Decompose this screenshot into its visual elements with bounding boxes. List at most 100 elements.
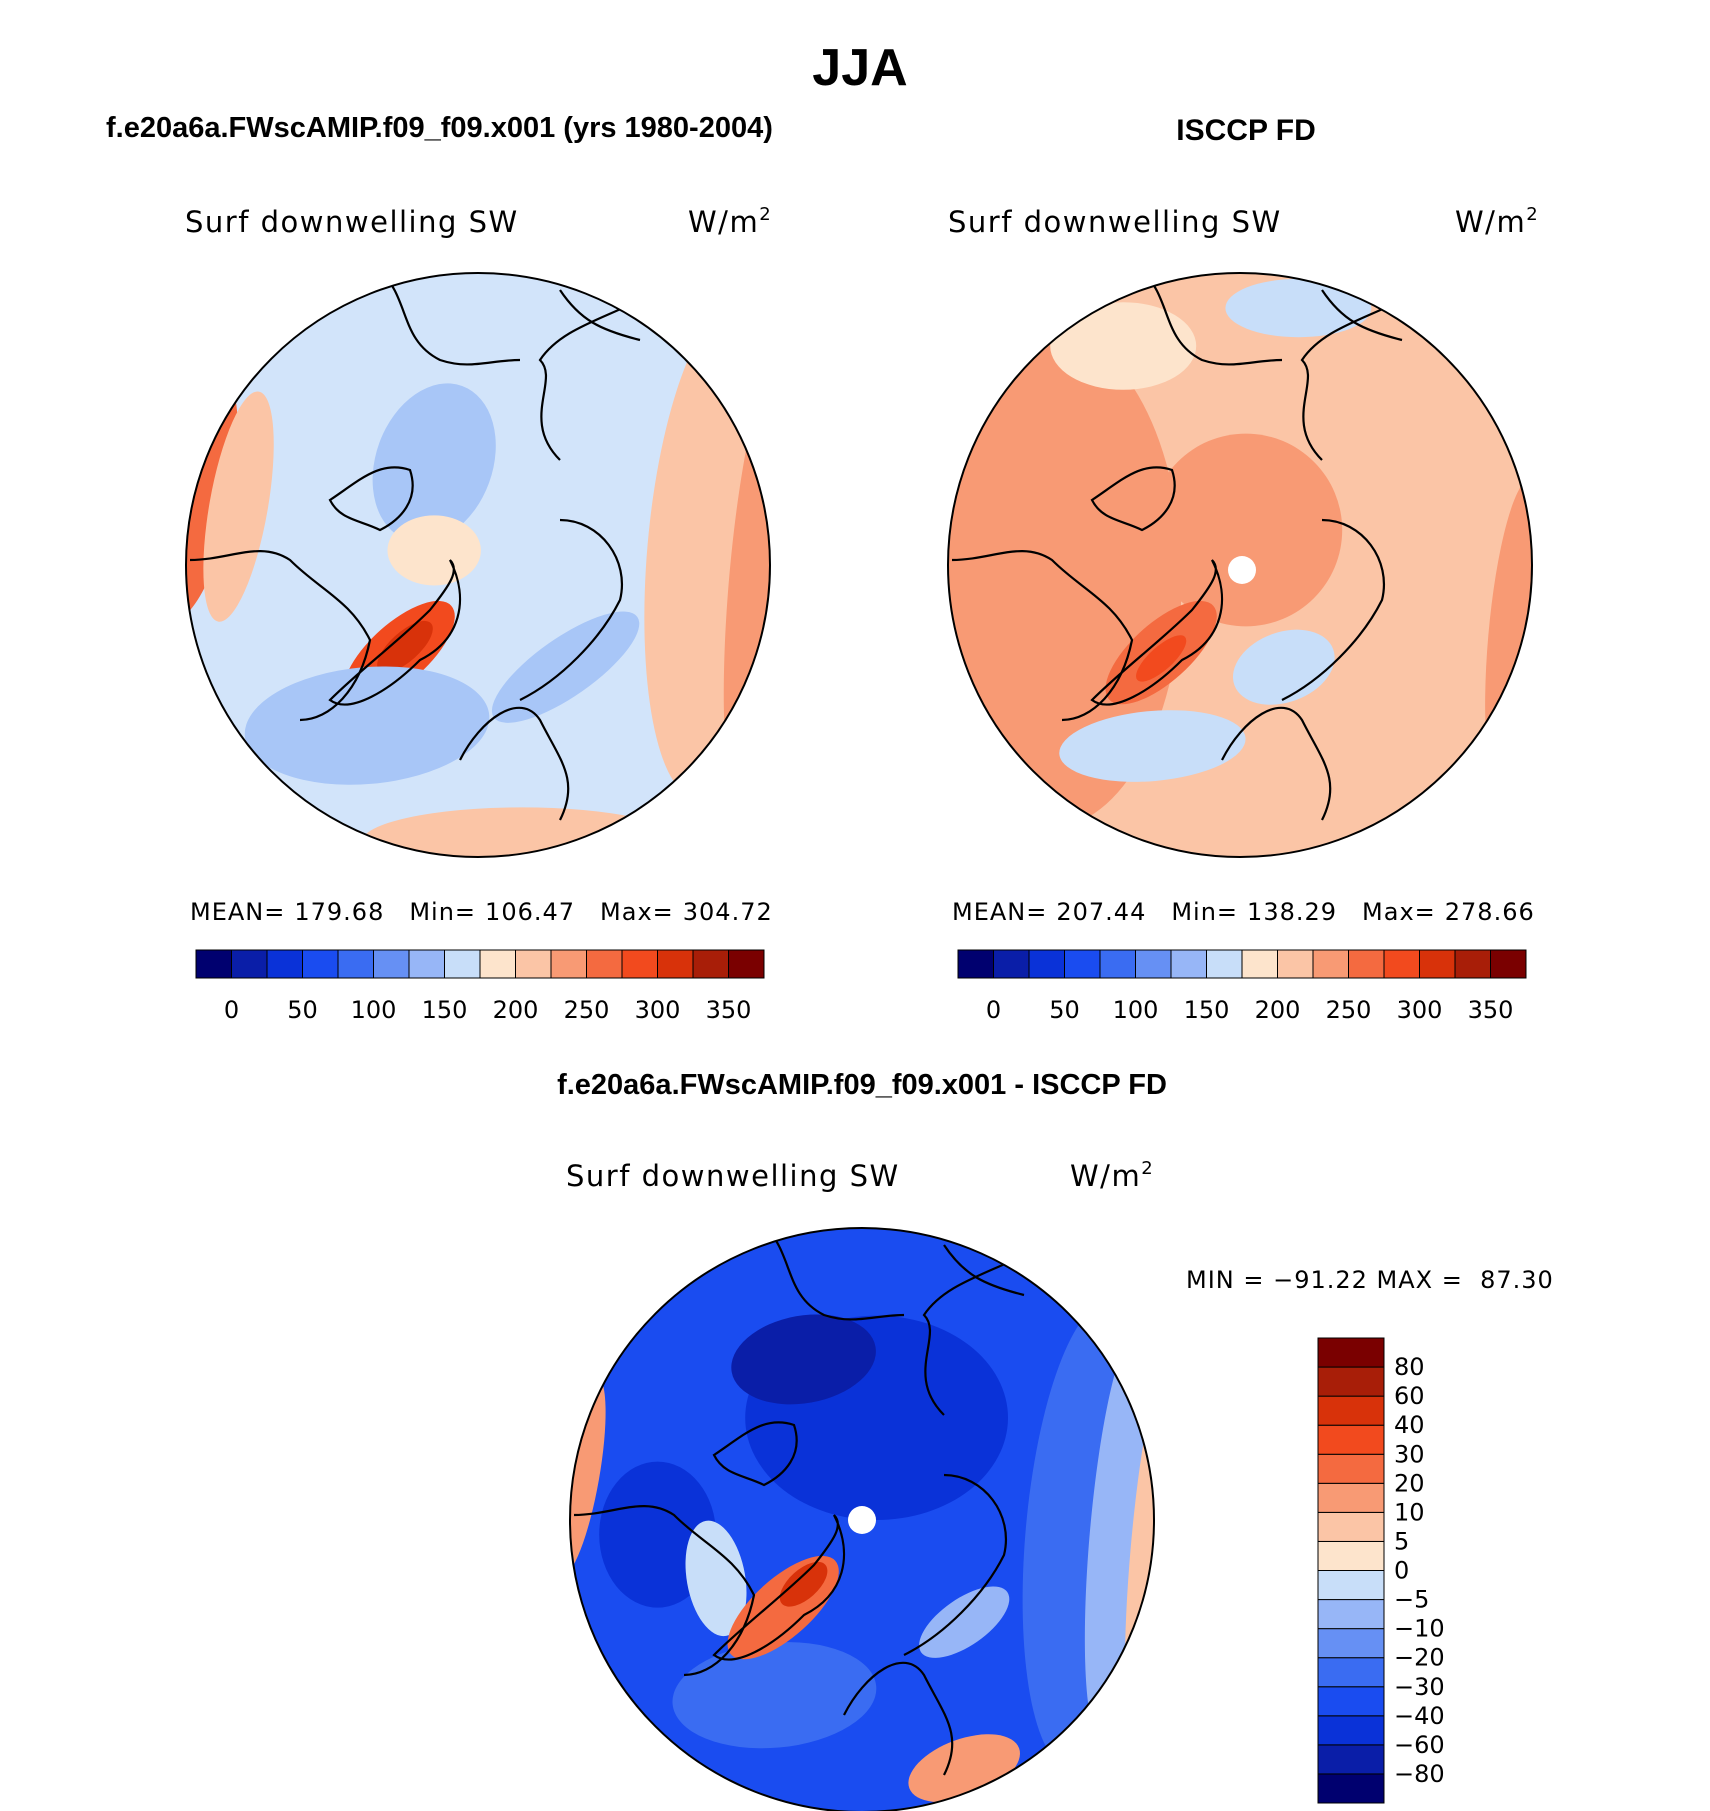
colorbar-swatch [266, 949, 303, 979]
colorbar-level-label: −40 [1394, 1702, 1445, 1730]
colorbar-swatch [1348, 949, 1385, 979]
stat-mean-value: 179.68 [294, 898, 384, 926]
coastlines [951, 273, 1403, 821]
colorbar-swatch [302, 949, 339, 979]
colorbar-swatch [1170, 949, 1207, 979]
colorbar-level-label: 60 [1394, 1382, 1425, 1410]
colorbar-level-label: 0 [1394, 1557, 1409, 1585]
units-exponent: 2 [759, 204, 772, 225]
contour-region-greenland-core [779, 1561, 828, 1607]
stat-max-label: Max= [600, 898, 674, 926]
coastline-greenland [1090, 559, 1224, 706]
polar-map-model [186, 273, 770, 857]
units-exponent: 2 [1141, 1158, 1154, 1179]
coastlines [573, 1228, 1025, 1776]
stat-max-value: 278.66 [1445, 898, 1535, 926]
contour-region-europe-south [361, 807, 683, 857]
colorbar-swatch [550, 949, 587, 979]
colorbar-swatch [1317, 1657, 1385, 1688]
contour-region-siberia-deep [731, 1314, 876, 1405]
colorbar-swatch [586, 949, 623, 979]
coastline-alaska [379, 273, 521, 366]
colorbar-tick-label: 300 [1397, 996, 1443, 1024]
colorbar-swatch [621, 949, 658, 979]
contour-region-alaska [1050, 302, 1197, 390]
panel-diff: f.e20a6a.FWscAMIP.f09_f09.x001 - ISCCP F… [557, 1069, 1553, 1811]
coastline-alaska [1141, 273, 1283, 366]
coastline-chukotka [943, 1244, 1025, 1297]
panel-model: f.e20a6a.FWscAMIP.f09_f09.x001 (yrs 1980… [106, 112, 773, 1024]
colorbar-level-label: −30 [1394, 1673, 1445, 1701]
contour-region-barents [919, 1586, 1010, 1658]
colorbar-swatch [1241, 949, 1278, 979]
contour-region-norwegian [1232, 629, 1335, 705]
map-border [947, 272, 1533, 858]
stat-min-label: Min= [409, 898, 476, 926]
colorbar-tick-label: 100 [1113, 996, 1159, 1024]
stat-mean-label: MEAN= [952, 898, 1047, 926]
contour-region-labrador [685, 1520, 747, 1637]
stat-min-value: 138.29 [1247, 898, 1337, 926]
colorbar-tick-label: 150 [1184, 996, 1230, 1024]
colorbar-swatch [1099, 949, 1136, 979]
colorbar-swatch [231, 949, 268, 979]
colorbar-tick-label: 150 [422, 996, 468, 1024]
colorbar-tick-label: 0 [986, 996, 1001, 1024]
colorbar-level-label: −10 [1394, 1615, 1445, 1643]
panel-obs-variable: Surf downwelling SW [948, 205, 1282, 239]
colorbar-swatch [337, 949, 374, 979]
colorbar-swatch [1028, 949, 1065, 979]
coastline-greenland [328, 559, 462, 706]
panel-obs: ISCCP FD Surf downwelling SW W/m2 MEAN= 2… [947, 114, 1538, 1024]
colorbar-swatch [1317, 1599, 1385, 1630]
colorbar-swatch [692, 949, 729, 979]
colorbar-swatch [1317, 1570, 1385, 1601]
pole-hole [848, 1506, 876, 1534]
panel-diff-header: f.e20a6a.FWscAMIP.f09_f09.x001 - ISCCP F… [557, 1069, 1167, 1101]
colorbar-swatch [657, 949, 694, 979]
colorbar-swatch [1317, 1773, 1385, 1804]
stat-mean-value: 207.44 [1056, 898, 1146, 926]
colorbar-swatch [1454, 949, 1491, 979]
coastline-north-america [951, 550, 1134, 722]
contour-region-canada-arch [387, 515, 481, 586]
stat-mean-label: MEAN= [190, 898, 285, 926]
colorbar-level-label: 30 [1394, 1440, 1425, 1468]
colorbar-tick-label: 200 [1255, 996, 1301, 1024]
colorbar-tick-label: 250 [564, 996, 610, 1024]
colorbar-swatch [1277, 949, 1314, 979]
units-base: W/m [688, 205, 759, 239]
coastlines [189, 273, 641, 821]
coastline-north-america [573, 1505, 756, 1677]
panel-model-units: W/m2 [688, 204, 772, 239]
colorbar-swatch [1317, 1744, 1385, 1775]
colorbar-swatch [1317, 1424, 1385, 1455]
colorbar-level-label: 80 [1394, 1353, 1425, 1381]
contour-region-eurasia-light [1084, 1330, 1154, 1739]
colorbar-swatch [957, 949, 994, 979]
colorbar-tick-label: 50 [1049, 996, 1080, 1024]
coastline-north-america [189, 550, 372, 722]
contour-region-north-atlantic [1059, 710, 1246, 782]
stat-max-value: 304.72 [683, 898, 773, 926]
units-base: W/m [1455, 205, 1526, 239]
colorbar-swatch [1317, 1453, 1385, 1484]
figure-title: JJA [812, 39, 907, 97]
colorbar-swatch [993, 949, 1030, 979]
coastline-eurasia [459, 299, 641, 821]
colorbar-swatch [479, 949, 516, 979]
colorbar-swatch [1064, 949, 1101, 979]
colorbar-level-label: −5 [1394, 1586, 1429, 1614]
contour-region-greenland-core [377, 620, 433, 673]
panel-obs-stats: MEAN= 207.44 Min= 138.29 Max= 278.66 [952, 898, 1535, 926]
colorbar-tick-label: 100 [351, 996, 397, 1024]
colorbar-level-label: 5 [1394, 1527, 1409, 1555]
colorbar-obs: 0 50 100 150 200 250 300 350 [957, 949, 1527, 1024]
coastline-alaska [763, 1228, 905, 1321]
polar-map-diff [570, 1228, 1154, 1811]
colorbar-swatch [515, 949, 552, 979]
contour-region-greenland-core [1136, 635, 1187, 682]
coastline-arctic-archipelago [712, 1421, 798, 1487]
